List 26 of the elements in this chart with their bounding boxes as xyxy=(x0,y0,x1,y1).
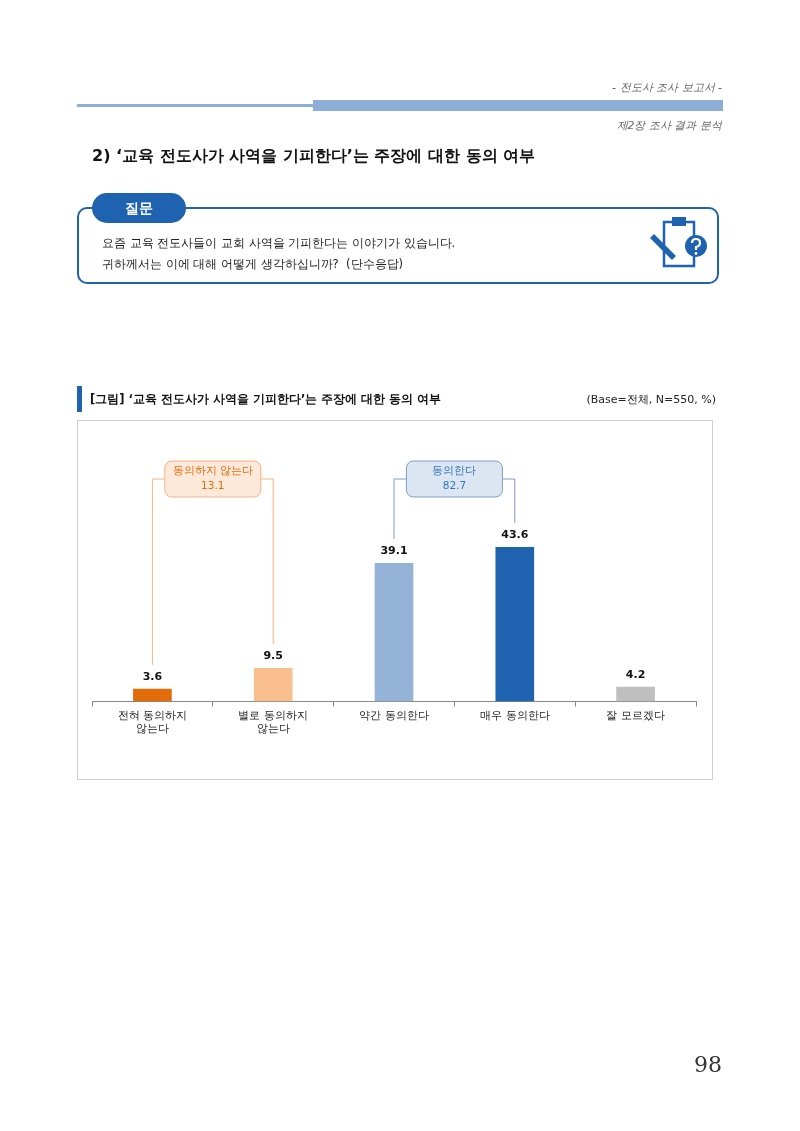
text: - 전도사 조사 보고서 - xyxy=(612,80,722,95)
x-tick-label: 매우 동의한다 xyxy=(480,709,550,723)
text: 제2장 조사 결과 분석 xyxy=(616,118,722,133)
text: 동의한다 82.7 xyxy=(432,464,477,492)
x-tick-label: 약간 동의한다 xyxy=(359,709,429,723)
bar xyxy=(374,562,414,702)
text: 질문 xyxy=(92,193,186,223)
chart-title: [그림] ‘교육 전도사가 사역을 기피한다’는 주장에 대한 동의 여부 xyxy=(90,392,442,407)
data-label: 3.6 xyxy=(142,670,163,684)
text: 2) ‘교육 전도사가 사역을 기피한다’는 주장에 대한 동의 여부 xyxy=(92,146,536,167)
text: 동의하지 않는다 13.1 xyxy=(172,464,253,492)
data-label: 4.2 xyxy=(625,668,646,682)
x-tick-label: 잘 모르겠다 xyxy=(606,709,665,723)
data-label: 9.5 xyxy=(263,649,283,663)
bar xyxy=(253,667,293,702)
bar xyxy=(616,686,655,702)
text: 98 xyxy=(694,1052,722,1077)
bar xyxy=(495,546,535,702)
text: 요즘 교육 전도사들이 교회 사역을 기피한다는 이야기가 있습니다. xyxy=(102,236,456,251)
chart-subtitle: (Base=전체, N=550, %) xyxy=(586,392,716,407)
x-tick-label: 전혀 동의하지 않는다 xyxy=(117,709,188,736)
data-label: 39.1 xyxy=(380,544,408,558)
data-label: 43.6 xyxy=(501,528,529,542)
x-tick-label: 별로 동의하지 않는다 xyxy=(238,709,308,736)
text: 귀하께서는 이에 대해 어떻게 생각하십니까? (단수응답) xyxy=(102,257,404,272)
bar xyxy=(133,688,172,702)
